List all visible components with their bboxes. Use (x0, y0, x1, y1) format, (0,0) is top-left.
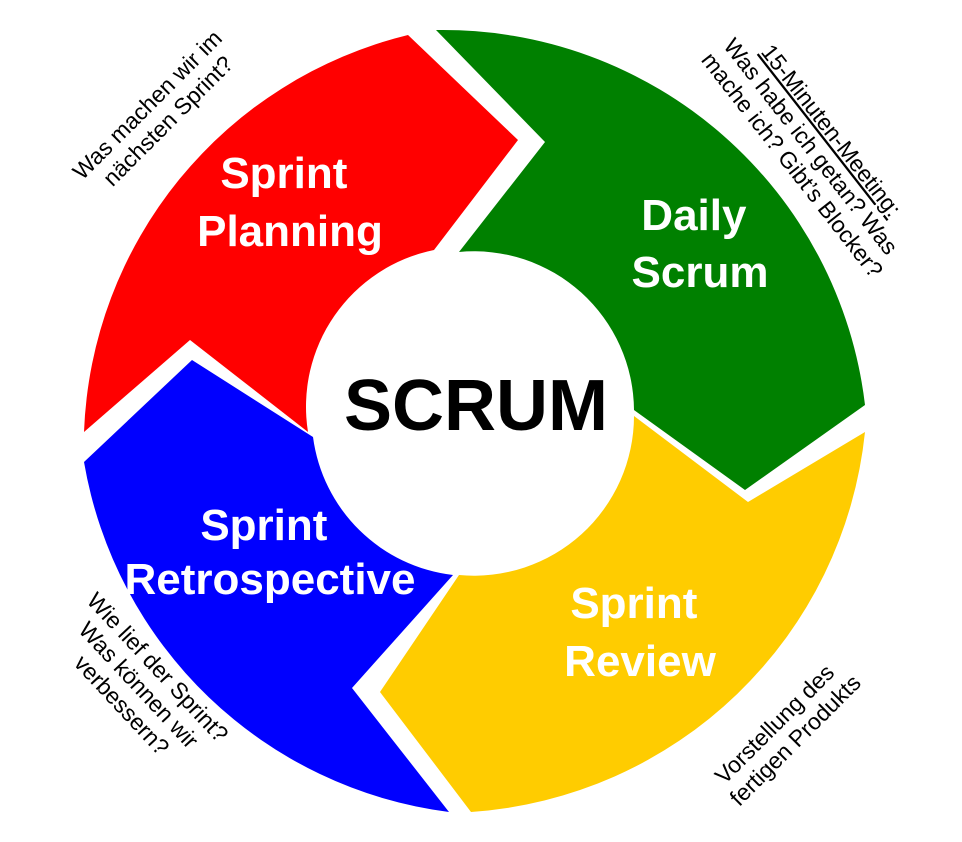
planning-label: Sprint Planning (197, 149, 383, 256)
center-title: SCRUM (344, 366, 608, 446)
segment-daily-scrum (436, 29, 865, 490)
retro-label: Sprint Retrospective (124, 501, 415, 604)
segment-sprint-retrospective (84, 360, 453, 812)
planning-label-line1: Sprint (220, 149, 347, 198)
segment-sprint-review (380, 416, 865, 812)
planning-label-line2: Planning (197, 207, 383, 256)
daily-scrum-label-line1: Daily (641, 191, 747, 240)
daily-scrum-label-line2: Scrum (632, 248, 769, 297)
center-circle (315, 255, 625, 565)
segment-sprint-planning (84, 35, 518, 432)
retro-label-line2: Retrospective (124, 555, 415, 604)
review-label: Sprint Review (564, 579, 716, 686)
daily-scrum-label: Daily Scrum (632, 191, 769, 297)
review-label-line2: Review (564, 637, 716, 686)
retro-label-line1: Sprint (200, 501, 327, 550)
review-label-line1: Sprint (570, 579, 697, 628)
